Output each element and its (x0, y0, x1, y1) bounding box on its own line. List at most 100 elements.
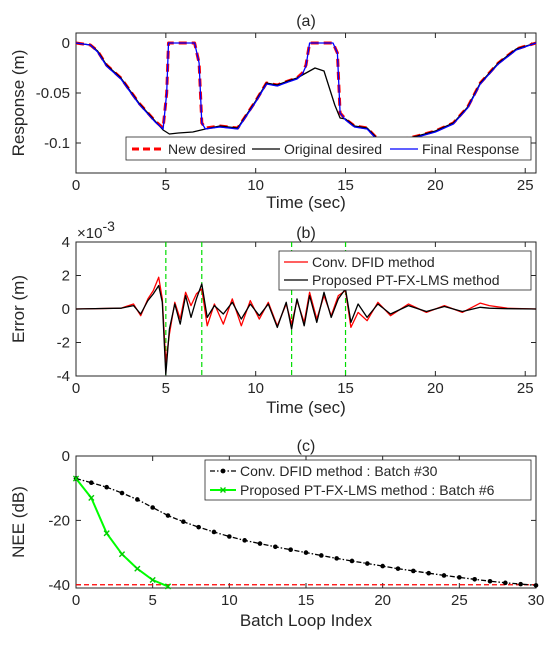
legend-marker-conv-dfid-c (220, 468, 226, 474)
x-tick-label-c: 20 (374, 592, 391, 609)
data-point-c-0 (150, 505, 155, 510)
x-tick-label-a: 20 (427, 177, 444, 194)
panel-b-y-exponent: ×10-3 (77, 218, 115, 242)
data-point-c-1 (164, 583, 172, 590)
data-point-c-0 (165, 513, 171, 518)
x-tick-label-c: 5 (148, 592, 156, 609)
data-point-c-0 (457, 575, 462, 580)
panel-a-legend: New desired Original desired Final Respo… (125, 136, 532, 161)
data-point-c-0 (288, 547, 293, 552)
data-point-c-0 (242, 538, 247, 543)
series-line-a-2 (75, 42, 537, 150)
y-tick-label-b: 4 (62, 234, 70, 251)
legend-label-conv-dfid-b: Conv. DFID method (312, 254, 435, 270)
legend-label-conv-dfid-c: Conv. DFID method : Batch #30 (240, 463, 438, 479)
data-point-c-0 (303, 550, 309, 555)
data-point-c-0 (196, 524, 201, 530)
panel-c: (c) Batch Loop Index NEE (dB) 0 5 10 15 20 25… (9, 438, 544, 630)
x-tick-label-c: 10 (221, 592, 238, 609)
panel-b-x-ticks: 0 5 10 15 20 25 (72, 242, 534, 397)
data-point-c-0 (487, 578, 493, 584)
y-tick-label-c: -40 (48, 577, 70, 594)
panel-a-ylabel: Response (m) (9, 50, 28, 157)
panel-a-x-ticks: 0 5 10 15 20 25 (72, 33, 534, 194)
x-tick-label-b: 0 (72, 380, 80, 397)
series-line-b-1 (75, 283, 537, 375)
legend-marker-proposed-c (220, 487, 226, 493)
data-point-c-0 (135, 497, 140, 502)
panel-c-legend: Conv. DFID method : Batch #30 Proposed P… (204, 459, 532, 501)
panel-b: (b) ×10-3 Time (sec) Error (m) 0 5 10 15 20 2… (9, 218, 537, 417)
y-tick-label-c: 0 (62, 448, 70, 465)
x-tick-label-a: 10 (247, 177, 264, 194)
panel-a-series (75, 41, 537, 150)
y-tick-label-b: -4 (57, 368, 70, 385)
data-point-c-0 (365, 561, 370, 566)
panel-a-y-ticks: 0 -0.05 -0.1 (36, 35, 536, 152)
panel-b-series (75, 276, 537, 375)
x-tick-label-c: 30 (528, 592, 545, 609)
panel-b-vlines (165, 242, 347, 376)
x-tick-label-c: 25 (451, 592, 468, 609)
data-point-c-0 (257, 541, 263, 546)
panel-c-legend-box (204, 459, 532, 501)
x-tick-label-b: 25 (517, 380, 534, 397)
data-point-c-0 (319, 553, 324, 558)
panel-c-xlabel: Batch Loop Index (240, 611, 373, 630)
x-tick-label-a: 5 (162, 177, 170, 194)
panel-c-title: (c) (297, 438, 316, 455)
legend-label-new-desired: New desired (168, 141, 246, 157)
data-point-c-0 (503, 580, 508, 586)
data-point-c-0 (334, 556, 339, 561)
x-tick-label-a: 0 (72, 177, 80, 194)
data-point-c-1 (118, 551, 126, 558)
data-point-c-0 (181, 519, 186, 524)
data-point-c-0 (441, 573, 447, 578)
y-exponent-base: ×10 (77, 225, 102, 242)
data-point-c-0 (211, 529, 217, 535)
panel-a-xlabel: Time (sec) (266, 193, 346, 212)
panel-b-ylabel: Error (m) (9, 275, 28, 343)
data-point-c-1 (103, 530, 110, 537)
y-tick-label-b: 0 (62, 301, 70, 318)
panel-b-y-ticks: 4 2 0 -2 -4 (57, 234, 536, 385)
panel-c-x-ticks: 0 5 10 15 20 25 30 (72, 456, 545, 609)
legend-label-proposed-c: Proposed PT-FX-LMS method : Batch #6 (240, 482, 495, 498)
y-exponent-power: -3 (102, 218, 115, 234)
x-tick-label-a: 15 (337, 177, 354, 194)
data-point-c-1 (88, 494, 95, 501)
panel-a-legend-box (125, 136, 532, 161)
data-point-c-0 (349, 558, 355, 564)
data-point-c-0 (426, 570, 431, 576)
data-point-c-0 (472, 577, 477, 582)
data-point-c-0 (119, 490, 125, 496)
y-tick-label-c: -20 (48, 512, 70, 529)
y-tick-label-b: 2 (62, 268, 70, 285)
data-point-c-0 (89, 480, 94, 486)
data-point-c-1 (149, 576, 156, 584)
legend-label-proposed-b: Proposed PT-FX-LMS method (312, 272, 500, 288)
panel-b-legend: Conv. DFID method Proposed PT-FX-LMS met… (278, 250, 532, 291)
panel-c-series (72, 475, 539, 590)
data-point-c-0 (227, 534, 232, 539)
data-point-c-0 (104, 484, 109, 490)
x-tick-label-b: 10 (247, 380, 264, 397)
x-tick-label-c: 0 (72, 592, 80, 609)
x-tick-label-b: 5 (162, 380, 170, 397)
panel-b-legend-box (278, 250, 532, 291)
x-tick-label-b: 15 (337, 380, 354, 397)
data-point-c-1 (134, 565, 141, 572)
data-point-c-0 (380, 563, 385, 569)
y-tick-label-b: -2 (57, 335, 70, 352)
data-point-c-0 (411, 568, 416, 574)
y-tick-label-a: -0.05 (36, 85, 70, 102)
panel-b-xlabel: Time (sec) (266, 398, 346, 417)
panel-b-title: (b) (296, 225, 316, 242)
panel-c-ylabel: NEE (dB) (9, 486, 28, 558)
panel-a: (a) Time (sec) Response (m) 0 5 10 15 20 25 0… (9, 13, 537, 212)
legend-label-final-response: Final Response (422, 141, 519, 157)
panel-a-title: (a) (296, 13, 316, 30)
x-tick-label-a: 25 (517, 177, 534, 194)
data-point-c-1 (72, 475, 80, 482)
